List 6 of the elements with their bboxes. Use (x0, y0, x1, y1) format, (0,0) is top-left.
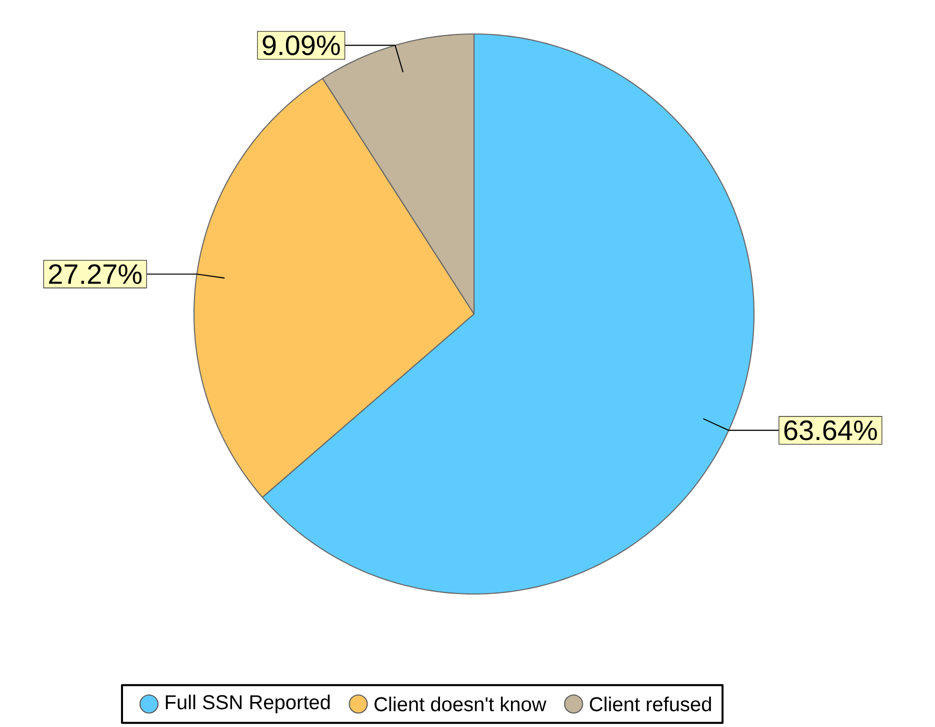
data-label: 27.27% (49, 264, 142, 284)
data-label: 9.09% (262, 35, 340, 56)
legend-label: Client refused (590, 696, 711, 712)
legend-label: Client doesn't know (374, 696, 546, 712)
legend-label: Full SSN Reported (166, 694, 330, 714)
data-label: 63.64% (784, 420, 877, 440)
